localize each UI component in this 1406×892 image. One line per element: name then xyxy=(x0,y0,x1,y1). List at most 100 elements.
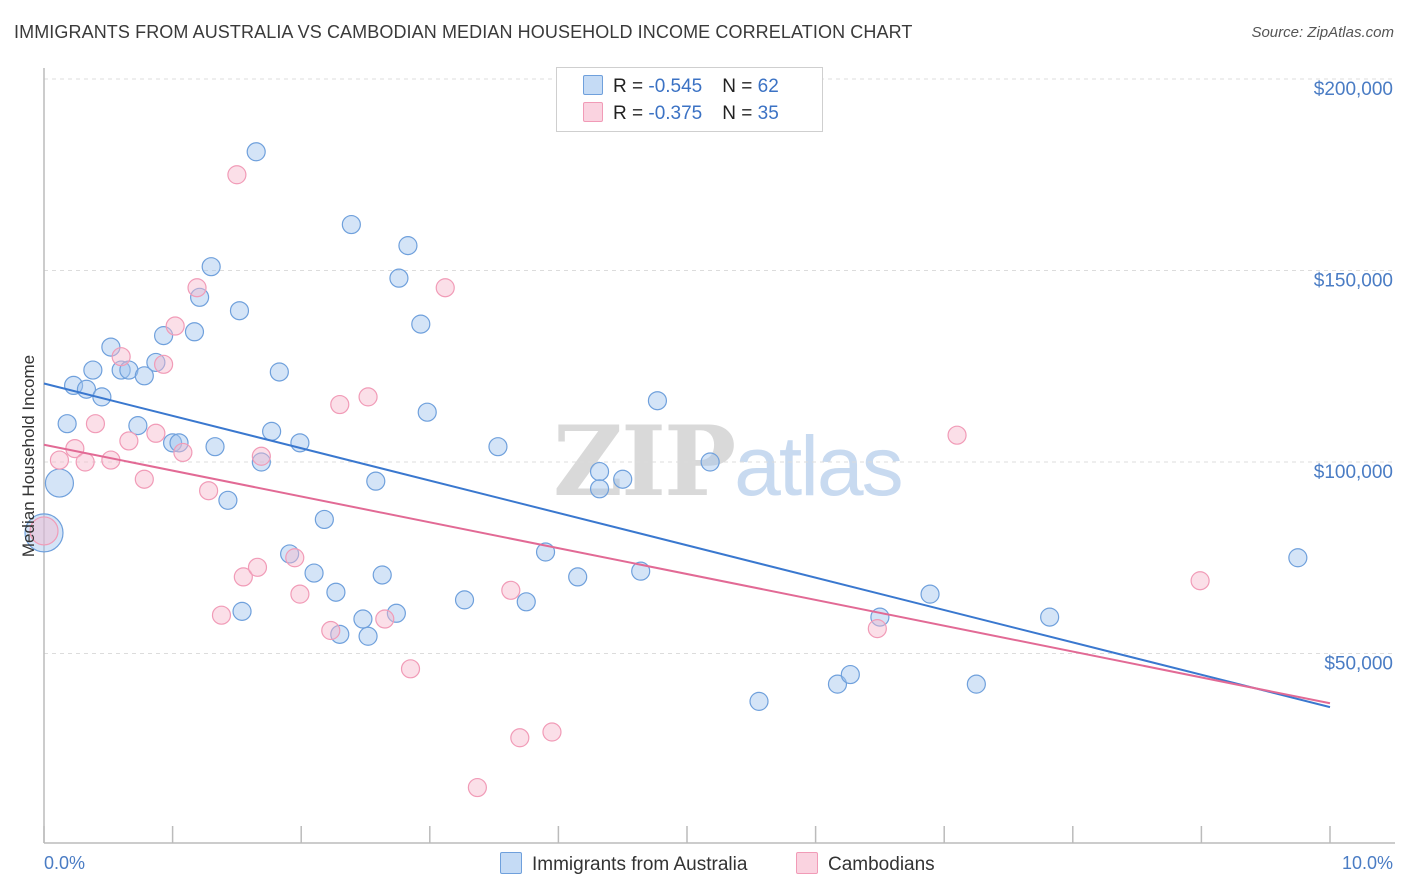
cambodian-point xyxy=(251,446,271,466)
r-value: -0.375 xyxy=(648,103,703,124)
n-label: N = xyxy=(722,103,758,124)
cambodian-point xyxy=(867,619,887,639)
cambodian-points xyxy=(29,165,1210,798)
cambodian-point xyxy=(146,423,166,443)
australia-point xyxy=(163,433,183,453)
cambodian-point xyxy=(400,659,421,679)
trend-lines xyxy=(43,382,1331,709)
cambodian-point xyxy=(173,442,193,463)
correlation-legend: R = -0.545 N = 62 R = -0.375 N = 35 xyxy=(556,67,823,132)
australia-point xyxy=(488,437,508,457)
n-value: 35 xyxy=(757,103,779,124)
axes xyxy=(43,68,1395,844)
australia-point xyxy=(92,387,112,407)
australia-point xyxy=(205,437,225,457)
australia-point xyxy=(353,609,373,629)
australia-point xyxy=(341,214,361,235)
cambodian-point xyxy=(119,431,139,451)
australia-point xyxy=(269,362,289,382)
cambodian-point xyxy=(199,481,219,501)
australia-point xyxy=(246,142,266,162)
australia-point xyxy=(229,301,250,321)
australia-point xyxy=(314,509,334,530)
australia-point xyxy=(366,471,386,491)
cambodian-point xyxy=(85,414,106,434)
cambodian-point xyxy=(134,469,154,489)
australia-point xyxy=(827,674,848,694)
cambodian-point xyxy=(211,605,232,625)
australia-point xyxy=(589,461,610,482)
cambodian-point xyxy=(153,354,174,374)
australia-point xyxy=(389,268,409,288)
australia-point xyxy=(631,561,651,581)
australia-point xyxy=(218,490,238,510)
x-tick-label-end: 10.0% xyxy=(1342,853,1393,873)
cambodian-point xyxy=(285,548,305,568)
australia-point xyxy=(417,402,437,422)
australia-point xyxy=(146,352,166,373)
australia-point xyxy=(251,452,271,472)
australia-point xyxy=(568,567,588,587)
r-label: R = xyxy=(613,76,649,97)
australia-point xyxy=(24,513,64,553)
cambodian-point xyxy=(510,728,530,748)
cambodian-point xyxy=(435,278,455,298)
y-axis-label: Median Household Income xyxy=(19,355,38,557)
australia-point xyxy=(57,414,77,434)
australia-point xyxy=(411,314,431,334)
australia-point xyxy=(280,544,300,564)
australia-point xyxy=(134,366,154,386)
australia-point xyxy=(372,565,392,585)
australia-point xyxy=(184,322,205,342)
australia-point xyxy=(516,592,536,612)
australia-point xyxy=(966,674,986,694)
australia-point xyxy=(326,582,346,602)
australia-points xyxy=(24,142,1308,711)
australia-point xyxy=(232,601,252,621)
australia-point xyxy=(1288,548,1308,568)
source-label: Source: ZipAtlas.com xyxy=(1251,24,1394,41)
cambodian-point xyxy=(375,609,395,629)
n-label: N = xyxy=(722,76,758,97)
cambodian-point xyxy=(233,567,253,587)
cambodian-point xyxy=(321,620,341,641)
australia-point xyxy=(840,664,860,685)
r-label: R = xyxy=(613,103,649,124)
legend-row-australia: R = -0.545 N = 62 xyxy=(583,75,779,99)
cambodian-point xyxy=(111,347,131,367)
legend-item-australia[interactable]: Immigrants from Australia xyxy=(500,852,747,876)
australia-point xyxy=(700,452,720,472)
cambodian-point xyxy=(1190,571,1210,591)
cambodian-point xyxy=(467,777,487,798)
australia-point xyxy=(128,416,148,436)
watermark-atlas: atlas xyxy=(734,419,903,513)
cambodian-legend-icon xyxy=(796,852,818,874)
australia-point xyxy=(358,626,378,646)
n-value: 62 xyxy=(757,76,779,97)
australia-point xyxy=(1040,607,1060,627)
cambodian-point xyxy=(358,387,378,407)
cambodian-point xyxy=(501,580,521,600)
australia-swatch-icon xyxy=(583,75,603,95)
australia-point xyxy=(262,421,282,441)
australia-point xyxy=(83,360,103,380)
y-tick-label: $200,000 xyxy=(1314,79,1393,100)
australia-point xyxy=(398,236,418,256)
cambodian-point xyxy=(947,425,967,445)
cambodian-point xyxy=(165,316,185,336)
cambodian-point xyxy=(542,722,562,742)
cambodian-point xyxy=(227,165,247,185)
legend-item-cambodians[interactable]: Cambodians xyxy=(796,852,935,876)
australia-point xyxy=(454,590,475,610)
cambodian-point xyxy=(29,516,59,546)
legend-label-cambodians: Cambodians xyxy=(828,854,935,875)
australia-point xyxy=(589,479,610,499)
y-tick-label: $150,000 xyxy=(1314,271,1393,292)
australia-point xyxy=(201,257,221,277)
australia-point xyxy=(169,433,189,453)
australia-point xyxy=(111,360,131,380)
legend-label-australia: Immigrants from Australia xyxy=(532,854,748,875)
cambodian-point xyxy=(290,584,310,604)
australia-point xyxy=(920,584,940,604)
